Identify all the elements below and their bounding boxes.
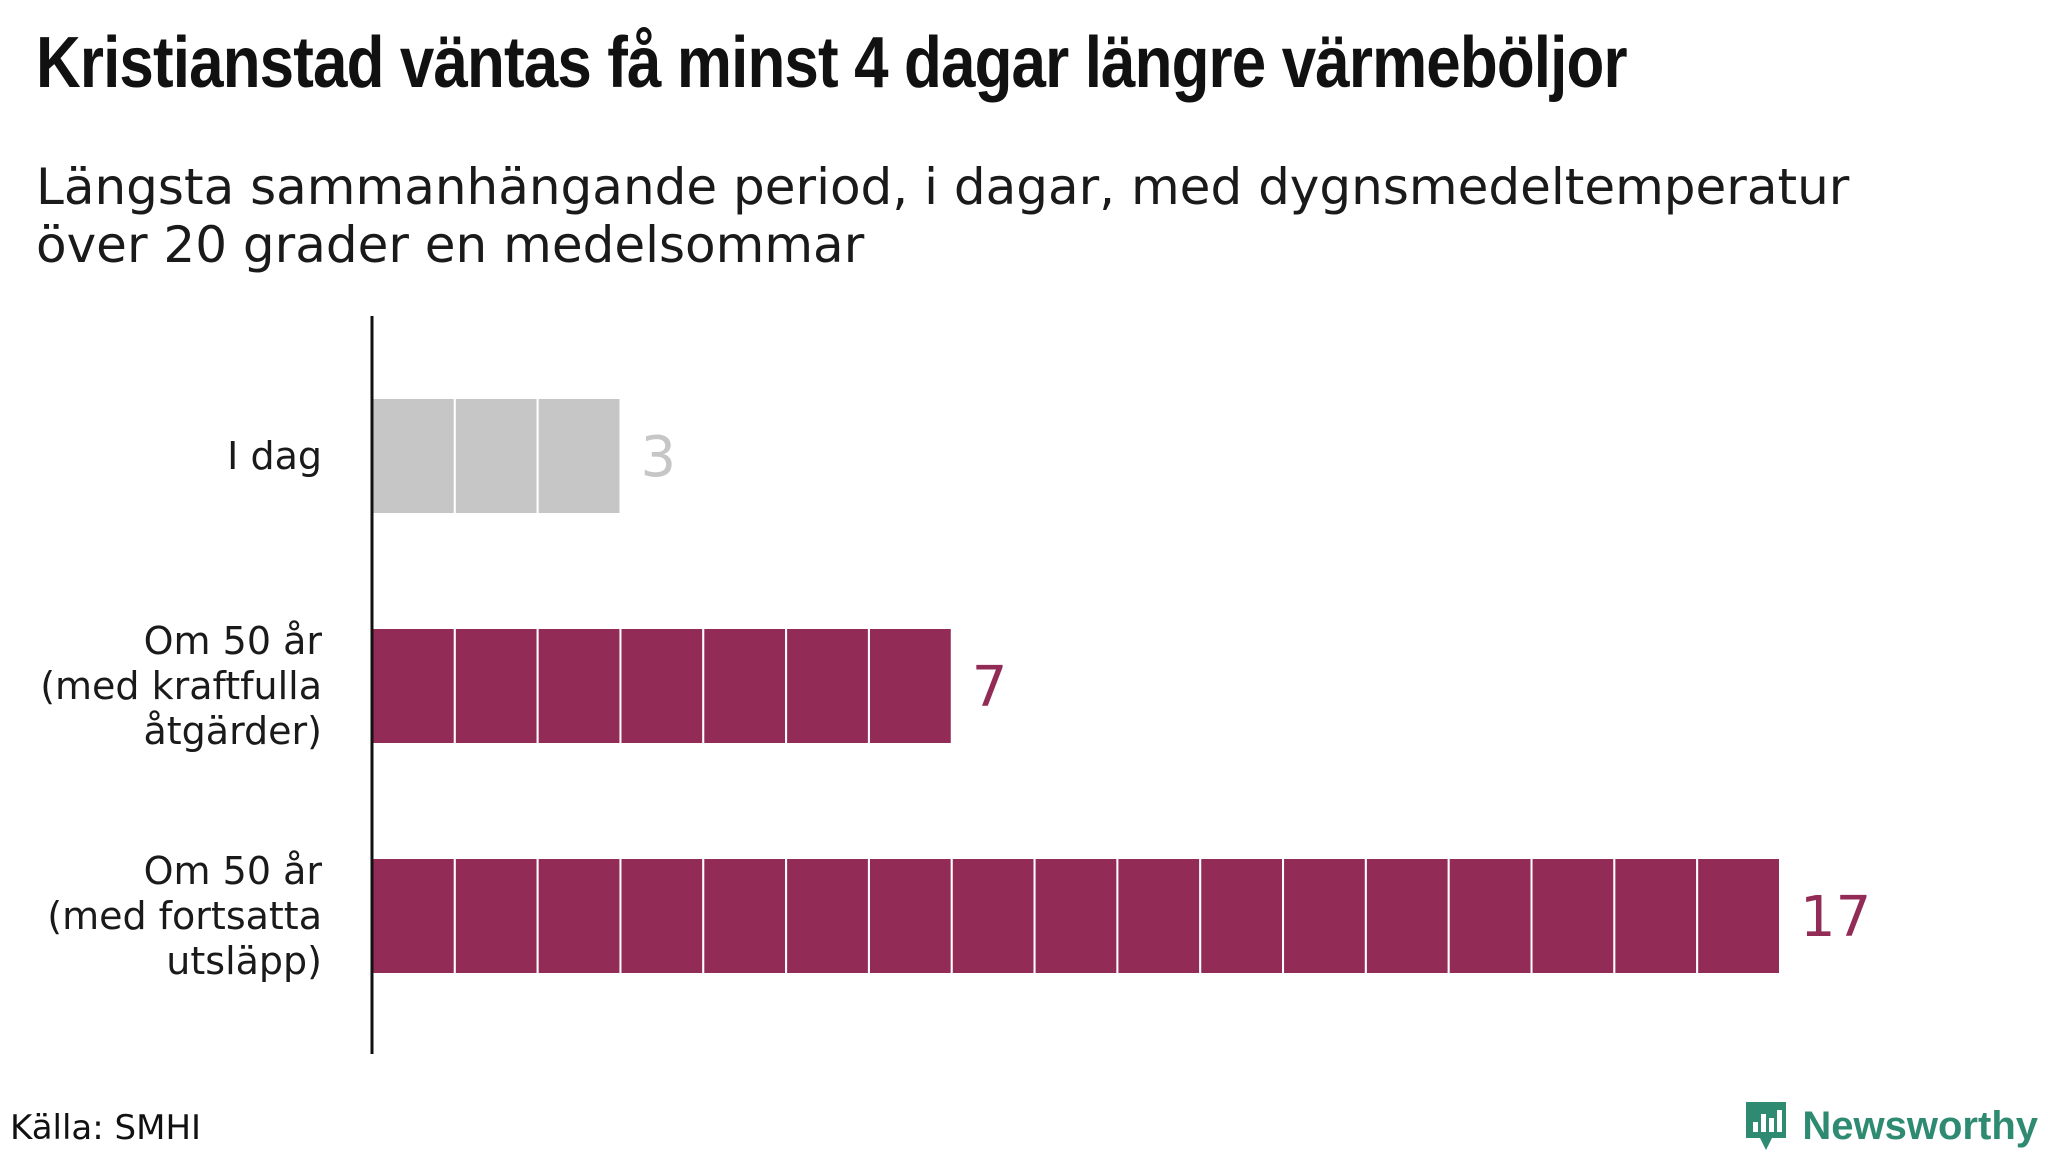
bar-2-unit-1 (453, 857, 539, 975)
bar-1-unit-3 (619, 627, 705, 745)
category-label-1-line-1: (med kraftfulla (40, 664, 322, 708)
bar-2-unit-5 (785, 857, 870, 975)
bar-0-unit-0 (371, 397, 456, 515)
bar-2-unit-6 (867, 857, 953, 975)
bar-2-unit-4 (702, 857, 788, 975)
bar-1 (371, 627, 953, 745)
category-label-2-line-1: (med fortsatta (47, 894, 322, 938)
bar-2-unit-13 (1447, 857, 1533, 975)
value-label-2: 17 (1800, 885, 1871, 950)
value-label-1: 7 (972, 655, 1008, 720)
bar-2-unit-3 (619, 857, 705, 975)
brand-logo[interactable]: Newsworthy (1742, 1098, 2038, 1154)
bar-1-unit-4 (702, 627, 788, 745)
bar-0-unit-2 (536, 397, 622, 515)
bar-0 (371, 397, 622, 515)
bar-0-unit-1 (453, 397, 539, 515)
category-label-0-line-0: I dag (227, 434, 322, 478)
chart-subtitle: Längsta sammanhängande period, i dagar, … (36, 158, 1850, 274)
source-note: Källa: SMHI (10, 1108, 202, 1148)
bar-1-unit-5 (785, 627, 870, 745)
bar-2 (371, 857, 1782, 975)
bar-2-unit-15 (1613, 857, 1699, 975)
bar-2-unit-7 (950, 857, 1036, 975)
bar-1-unit-0 (371, 627, 456, 745)
chart-title: Kristianstad väntas få minst 4 dagar län… (36, 23, 1628, 103)
category-label-1-line-2: åtgärder) (144, 709, 323, 753)
category-label-2-line-0: Om 50 år (144, 849, 323, 893)
category-label-2-line-2: utsläpp) (166, 939, 322, 983)
brand-name: Newsworthy (1802, 1103, 2038, 1148)
bar-2-unit-14 (1530, 857, 1616, 975)
bars-layer (371, 397, 1782, 975)
bar-2-unit-8 (1033, 857, 1119, 975)
value-label-0: 3 (640, 425, 676, 490)
bar-1-unit-2 (536, 627, 622, 745)
bar-2-unit-0 (371, 857, 456, 975)
newsworthy-logo-icon (1746, 1102, 1787, 1150)
bar-2-unit-10 (1199, 857, 1285, 975)
bar-2-unit-11 (1282, 857, 1367, 975)
bar-2-unit-16 (1696, 857, 1782, 975)
bar-2-unit-9 (1116, 857, 1202, 975)
bar-2-unit-12 (1364, 857, 1450, 975)
bar-1-unit-1 (453, 627, 539, 745)
category-label-1: Om 50 år (med kraftfulla åtgärder) (40, 619, 322, 753)
category-label-2: Om 50 år (med fortsatta utsläpp) (47, 849, 322, 983)
bar-1-unit-6 (867, 627, 953, 745)
bar-2-unit-2 (536, 857, 622, 975)
category-label-1-line-0: Om 50 år (144, 619, 323, 663)
category-label-0: I dag (227, 434, 322, 478)
